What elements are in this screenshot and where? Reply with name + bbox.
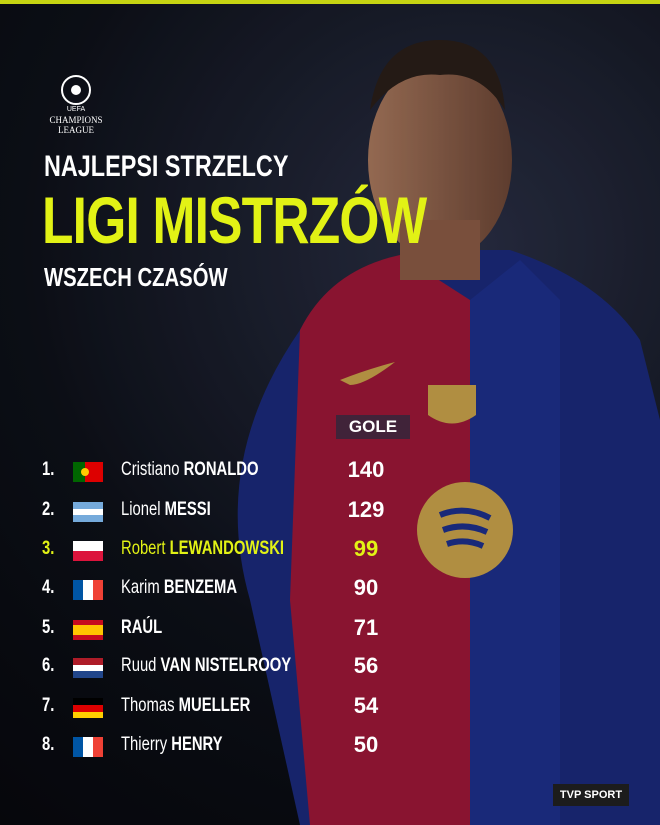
flag — [73, 502, 103, 522]
table-row: 5. RAÚL 71 — [0, 613, 660, 643]
logo-uefa: UEFA — [66, 106, 86, 113]
rank: 2. — [42, 499, 55, 520]
player-name: Thomas MUELLER — [121, 695, 250, 717]
player-name: Cristiano RONALDO — [121, 459, 259, 481]
player-name: RAÚL — [121, 617, 162, 639]
player-name: Thierry HENRY — [121, 734, 223, 756]
last-name: LEWANDOWSKI — [169, 538, 285, 559]
rank: 7. — [42, 695, 55, 716]
goals: 56 — [353, 653, 379, 678]
goals: 140 — [347, 457, 385, 482]
brand: TVP SPORT — [553, 784, 629, 806]
goals: 54 — [353, 693, 379, 718]
flag — [73, 541, 103, 561]
goals: 50 — [353, 732, 379, 757]
flag — [73, 658, 103, 678]
goals: 71 — [353, 615, 379, 640]
rank: 6. — [42, 655, 55, 676]
flag — [73, 620, 103, 640]
rank: 5. — [42, 617, 55, 638]
rank: 1. — [42, 459, 55, 480]
table-row: 8. Thierry HENRY 50 — [0, 730, 660, 760]
table-row: 7. Thomas MUELLER 54 — [0, 691, 660, 721]
logo-line: CHAMPIONS — [49, 115, 103, 125]
top-bar — [0, 0, 660, 4]
logo-line: LEAGUE — [58, 125, 94, 135]
last-name: MUELLER — [178, 695, 251, 716]
rank: 4. — [42, 577, 55, 598]
table-row: 4. Karim BENZEMA 90 — [0, 573, 660, 603]
first-name: Thomas — [121, 695, 175, 716]
title-text: WSZECH CZASÓW — [44, 262, 228, 292]
last-name: HENRY — [171, 734, 223, 755]
first-name: Thierry — [121, 734, 168, 755]
title-line: NAJLEPSI STRZELCY — [44, 150, 357, 184]
title-line: WSZECH CZASÓW — [44, 262, 279, 293]
last-name: VAN NISTELROOY — [160, 655, 292, 676]
flag — [73, 580, 103, 600]
table-row: 1. Cristiano RONALDO 140 — [0, 455, 660, 485]
table-row: 3. Robert LEWANDOWSKI 99 — [0, 534, 660, 564]
first-name: Lionel — [121, 499, 161, 520]
table-row: 6. Ruud VAN NISTELROOY 56 — [0, 651, 660, 681]
first-name: Ruud — [121, 655, 157, 676]
flag — [73, 737, 103, 757]
player-name: Karim BENZEMA — [121, 577, 237, 599]
last-name: MESSI — [164, 499, 211, 520]
column-header: GOLE — [336, 415, 410, 439]
flag — [73, 462, 103, 482]
first-name: Cristiano — [121, 459, 180, 480]
goals: 99 — [353, 536, 379, 561]
goals: 90 — [353, 575, 379, 600]
player-name: Ruud VAN NISTELROOY — [121, 655, 291, 677]
player-name: Lionel MESSI — [121, 499, 211, 521]
first-name: Robert — [121, 538, 166, 559]
last-name: RAÚL — [121, 617, 163, 638]
first-name: Karim — [121, 577, 160, 598]
logo-ball — [61, 75, 91, 105]
rank: 8. — [42, 734, 55, 755]
last-name: RONALDO — [183, 459, 259, 480]
player-name: Robert LEWANDOWSKI — [121, 538, 284, 560]
last-name: BENZEMA — [163, 577, 238, 598]
flag — [73, 698, 103, 718]
title-text: NAJLEPSI STRZELCY — [44, 150, 289, 183]
table-row: 2. Lionel MESSI 129 — [0, 495, 660, 525]
goals: 129 — [347, 497, 385, 522]
rank: 3. — [42, 538, 55, 559]
title-main: LIGI MISTRZÓW — [42, 182, 535, 258]
title-text: LIGI MISTRZÓW — [42, 183, 427, 257]
